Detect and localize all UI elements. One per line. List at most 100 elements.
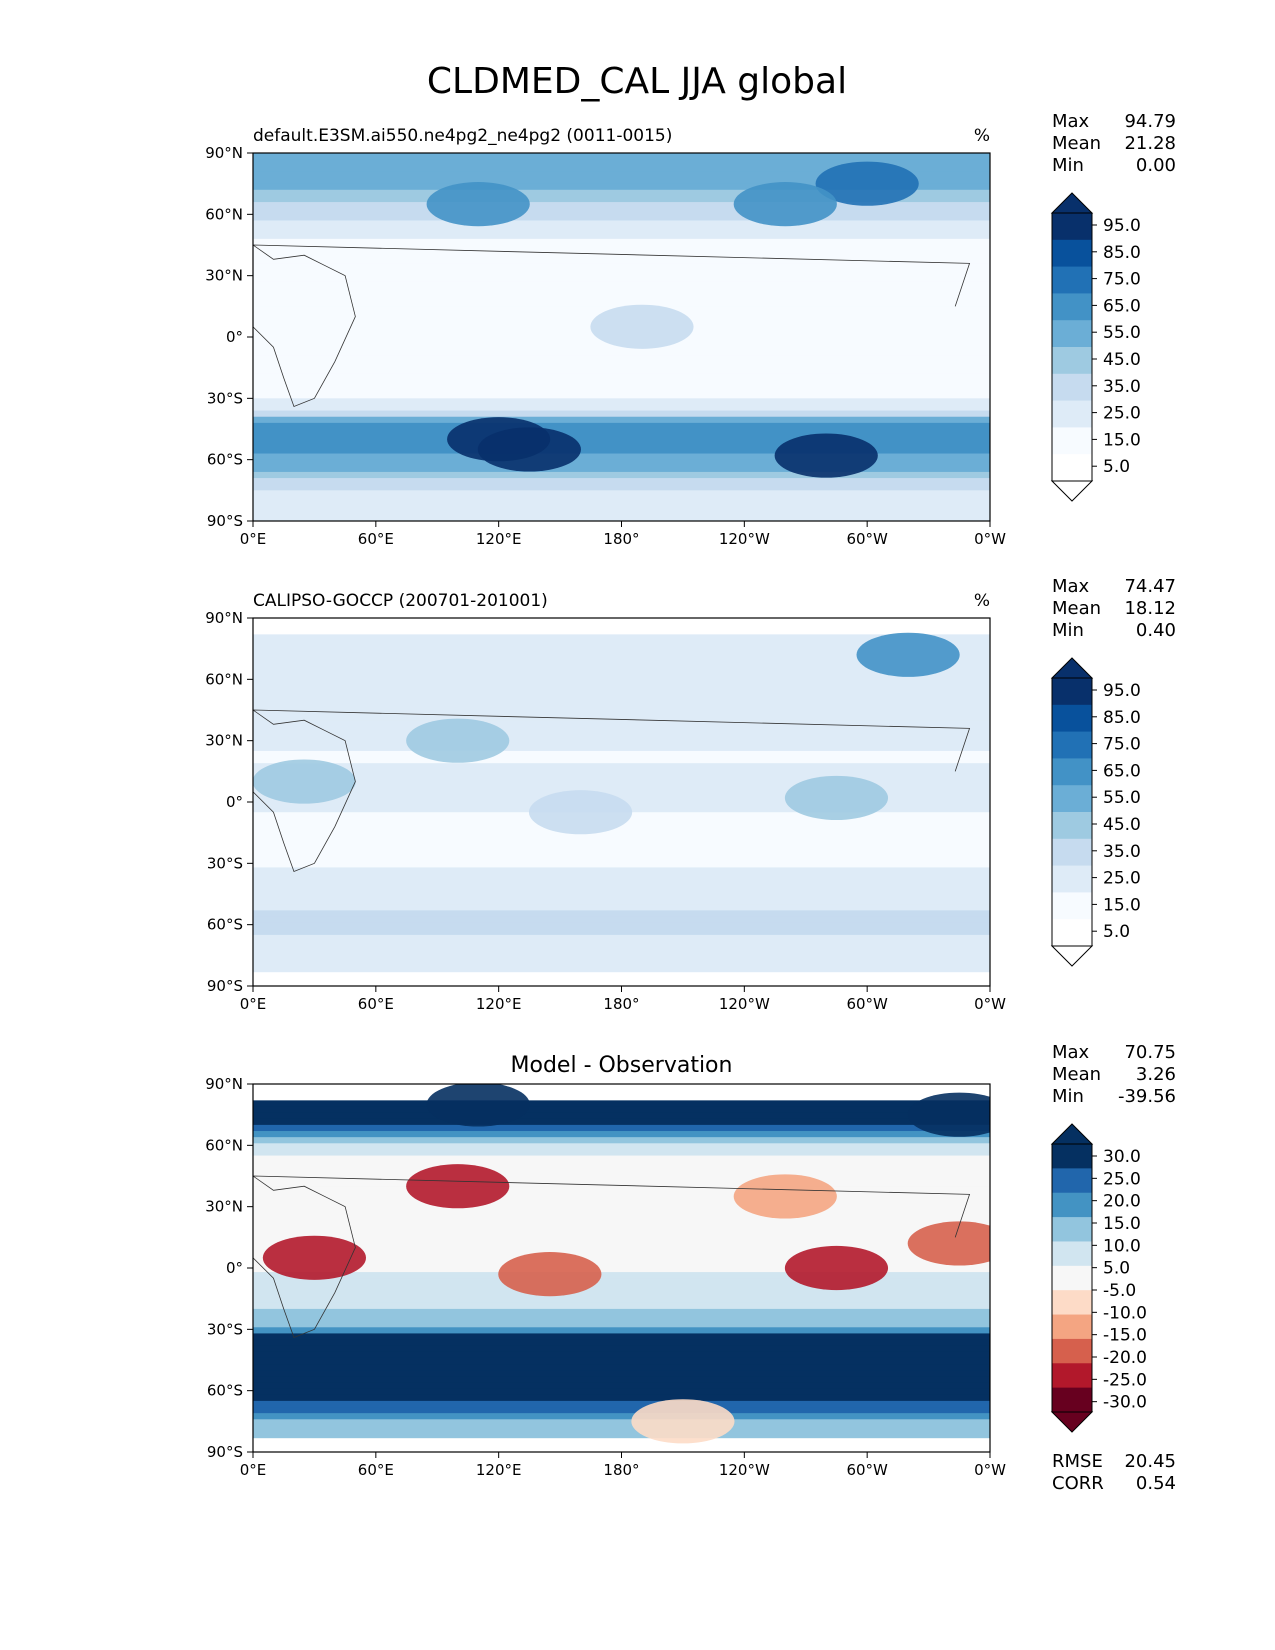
zonal-band — [253, 367, 990, 375]
zonal-band — [253, 441, 990, 448]
colorbar-segment — [1052, 838, 1092, 867]
zonal-band — [253, 836, 990, 844]
zonal-band — [253, 1118, 990, 1126]
colorbar-segment — [1052, 758, 1092, 786]
stat-label: Max — [1052, 1042, 1090, 1063]
x-tick-label: 180° — [603, 530, 639, 548]
stat-value: 74.47 — [1124, 576, 1176, 597]
colorbar-tick-label: -30.0 — [1103, 1393, 1147, 1413]
y-tick-label: 30°N — [205, 1198, 243, 1216]
stat-value: 0.00 — [1136, 155, 1176, 176]
zonal-band — [253, 1327, 990, 1334]
contour-field — [253, 153, 990, 521]
colorbar-tick-label: 65.0 — [1103, 296, 1141, 316]
stat-label: Min — [1052, 620, 1084, 641]
colorbar-segment — [1052, 454, 1092, 482]
colorbar-tick-label: -25.0 — [1103, 1370, 1147, 1390]
zonal-band — [253, 1265, 990, 1273]
colorbar-frame — [1051, 677, 1093, 947]
colorbar-tick-label: 10.0 — [1103, 1236, 1141, 1256]
zonal-band — [253, 165, 990, 172]
colorbar-extend-top — [1050, 192, 1094, 214]
zonal-band — [253, 775, 990, 783]
stat-value: 70.75 — [1124, 1042, 1176, 1063]
colorbar-segment — [1052, 865, 1092, 893]
zonal-band — [253, 750, 990, 758]
colorbar-tick-label: 25.0 — [1103, 869, 1141, 889]
colorbar-tick-label: 75.0 — [1103, 735, 1141, 755]
contour-region — [498, 1252, 602, 1297]
zonal-band — [253, 1106, 990, 1114]
contour-region — [528, 790, 633, 835]
zonal-band — [253, 941, 990, 948]
colorbar-tick-label: -10.0 — [1103, 1303, 1147, 1323]
stat-value: 94.79 — [1124, 111, 1176, 132]
zonal-band — [253, 1241, 990, 1249]
stat-value: 3.26 — [1136, 1064, 1176, 1085]
zonal-band — [253, 300, 990, 307]
colorbar-segment — [1052, 1168, 1092, 1194]
stat-value: 21.28 — [1124, 133, 1176, 154]
zonal-band — [253, 189, 990, 197]
x-tick-label: 0°W — [974, 530, 1006, 548]
zonal-band — [253, 429, 990, 436]
zonal-band — [253, 410, 990, 418]
zonal-band — [253, 1124, 990, 1132]
zonal-band — [253, 1204, 990, 1212]
zonal-band — [253, 707, 990, 715]
zonal-band — [253, 898, 990, 905]
colorbar-tick-label: 15.0 — [1103, 430, 1141, 450]
colorbar-segment — [1052, 1144, 1092, 1169]
y-tick-label: 60°S — [207, 451, 243, 469]
contour-region — [733, 1174, 837, 1219]
zonal-band — [253, 159, 990, 166]
zonal-band — [253, 1167, 990, 1175]
zonal-band — [253, 634, 990, 641]
colorbar-frame — [1051, 212, 1093, 482]
zonal-band — [253, 1376, 990, 1383]
zonal-band — [253, 1345, 990, 1353]
y-tick-label: 90°S — [207, 512, 243, 530]
colorbar-tick-label: 45.0 — [1103, 815, 1141, 835]
zonal-band — [253, 1394, 990, 1402]
zonal-band — [253, 842, 990, 850]
colorbar-segment — [1052, 704, 1092, 733]
zonal-band — [253, 379, 990, 387]
y-tick-label: 60°S — [207, 916, 243, 934]
stat-label: Max — [1052, 576, 1090, 597]
zonal-band — [253, 787, 990, 795]
x-tick-label: 120°W — [719, 995, 770, 1013]
stat-label: Min — [1052, 1086, 1084, 1107]
colorbar-extend-bottom — [1050, 945, 1094, 967]
colorbar-extend-bottom — [1050, 1411, 1094, 1433]
x-tick-label: 120°W — [719, 1461, 770, 1479]
colorbar-segment — [1052, 892, 1092, 920]
colorbar-tick-label: 5.0 — [1103, 457, 1130, 477]
colorbar-segment — [1052, 812, 1092, 840]
zonal-band — [253, 361, 990, 369]
zonal-band — [253, 1112, 990, 1120]
zonal-band — [253, 269, 990, 277]
zonal-band — [253, 465, 990, 473]
zonal-band — [253, 1407, 990, 1414]
contour-region — [406, 718, 510, 763]
zonal-band — [253, 1229, 990, 1236]
colorbar-tick-label: 25.0 — [1103, 404, 1141, 424]
contour-region — [426, 182, 530, 227]
zonal-band — [253, 1333, 990, 1341]
zonal-band — [253, 793, 990, 801]
zonal-band — [253, 646, 990, 654]
x-tick-label: 60°E — [358, 1461, 394, 1479]
x-tick-label: 0°E — [240, 530, 267, 548]
map-panel-3: 0°E 60°E 120°E 180° 120°W 60°W 0°W 90°N 60°N 30°N… — [205, 1042, 1176, 1494]
zonal-band — [253, 1357, 990, 1365]
zonal-band — [253, 398, 990, 405]
x-tick-label: 120°W — [719, 530, 770, 548]
colorbar-tick-label: 85.0 — [1103, 708, 1141, 728]
zonal-band — [253, 1259, 990, 1267]
contour-field — [253, 618, 990, 986]
colorbar-segment — [1052, 919, 1092, 947]
zonal-band — [253, 1308, 990, 1316]
zonal-band — [253, 349, 990, 356]
